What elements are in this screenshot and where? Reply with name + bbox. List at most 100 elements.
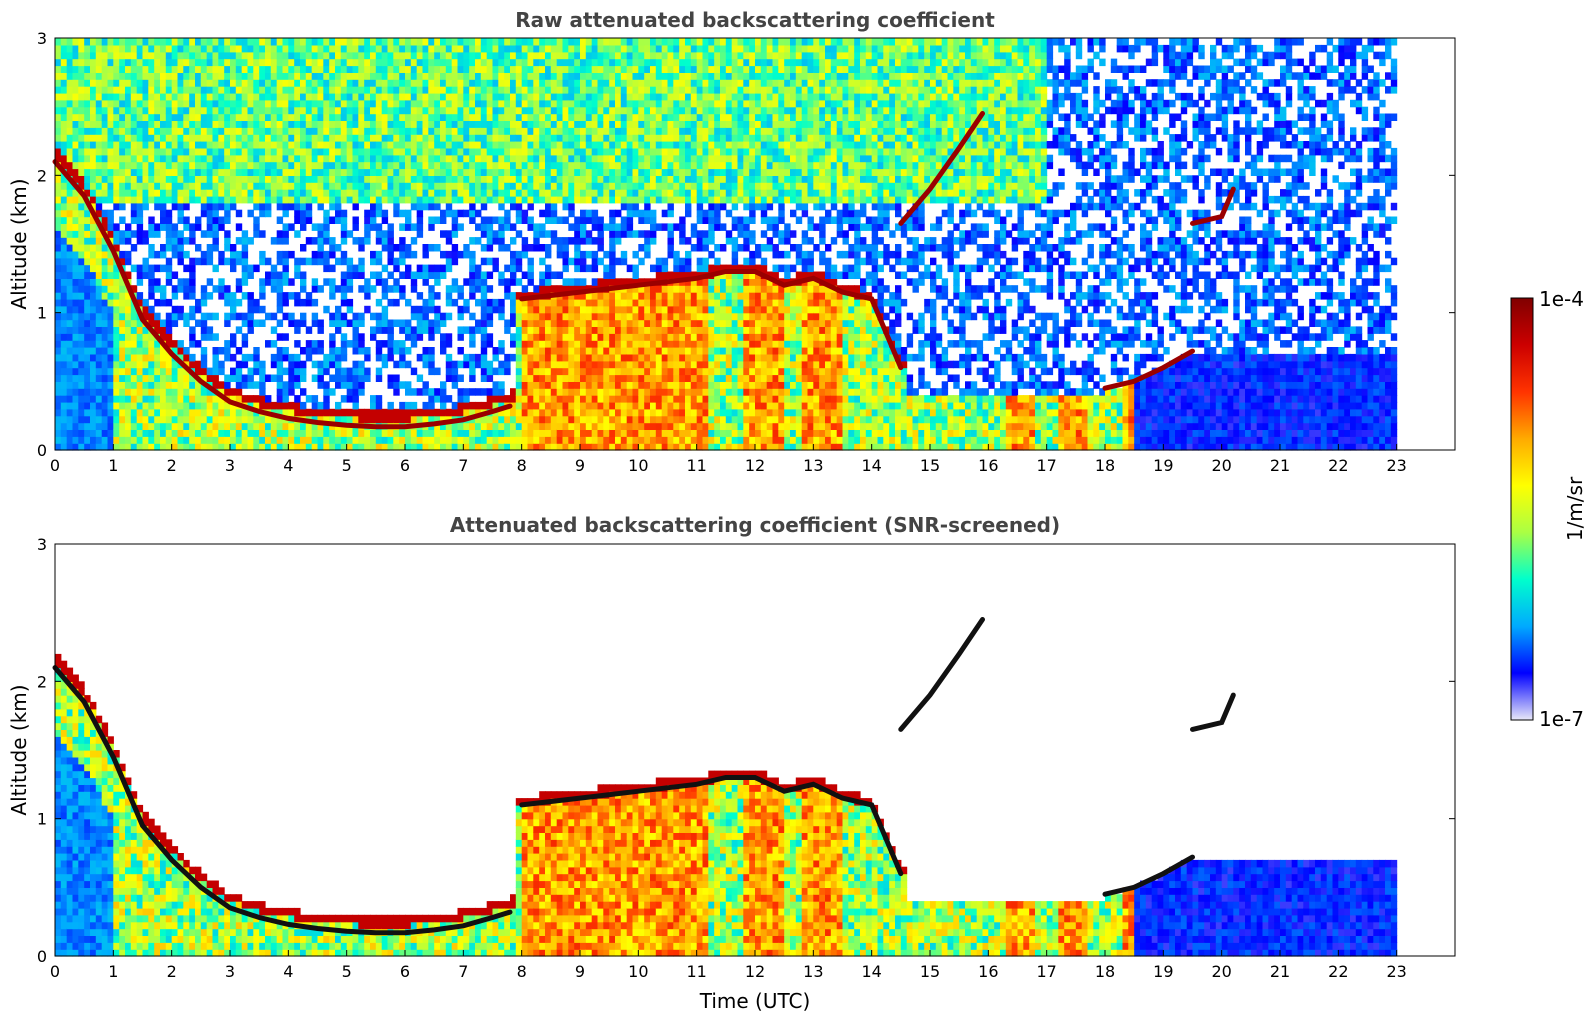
heatmap-cell [521,401,529,410]
heatmap-cell [445,134,453,142]
heatmap-cell [515,367,523,376]
heatmap-cell [235,161,243,170]
heatmap-cell [387,271,394,279]
heatmap-cell [475,79,482,87]
heatmap-cell [521,134,529,142]
heatmap-cell [480,436,488,444]
heatmap-cell [603,422,610,430]
heatmap-cell [375,134,383,142]
heatmap-cell [416,436,424,444]
heatmap-cell [422,51,429,60]
heatmap-cell [165,374,173,382]
heatmap-cell [317,79,324,87]
heatmap-cell [165,134,173,142]
heatmap-cell [574,367,581,376]
heatmap-cell [235,422,243,430]
heatmap-cell [603,292,610,300]
heatmap-cell [352,141,359,149]
heatmap-cell [428,127,435,135]
heatmap-cell [550,408,558,417]
heatmap-cell [171,86,179,94]
heatmap-cell [422,79,429,87]
heatmap-cell [410,237,418,245]
heatmap-cell [626,326,634,334]
heatmap-cell [294,168,301,176]
heatmap-cell [346,106,354,115]
heatmap-cell [165,127,173,135]
heatmap-cell [527,415,534,424]
heatmap-cell [405,223,412,231]
heatmap-cell [171,340,179,348]
heatmap-cell [270,340,278,348]
heatmap-cell [381,134,389,142]
heatmap-cell [364,415,371,424]
heatmap-cell [434,189,441,197]
heatmap-cell [206,106,214,115]
heatmap-cell [469,202,476,211]
heatmap-cell [247,134,254,142]
heatmap-cell [165,209,173,218]
heatmap-cell [148,340,155,348]
heatmap-cell [66,141,74,149]
heatmap-cell [422,319,429,327]
heatmap-cell [475,415,482,424]
heatmap-cell [125,360,132,369]
heatmap-cell [492,44,499,53]
heatmap-cell [585,120,593,128]
heatmap-cell [130,86,138,94]
heatmap-cell [603,395,610,403]
heatmap-cell [615,298,622,307]
heatmap-cell [148,168,155,176]
heatmap-cell [119,44,126,53]
heatmap-cell [445,230,453,238]
heatmap-cell [177,374,184,382]
heatmap-cell [591,106,599,115]
heatmap-cell [486,305,494,314]
heatmap-cell [603,141,610,149]
heatmap-cell [486,340,494,348]
heatmap-cell [206,278,214,286]
heatmap-cell [160,72,167,80]
heatmap-cell [568,367,575,376]
heatmap-cell [265,99,272,108]
heatmap-cell [615,51,622,60]
heatmap-cell [78,141,85,149]
heatmap-cell [78,305,85,314]
heatmap-cell [533,395,540,403]
heatmap-cell [580,305,587,314]
heatmap-cell [224,436,231,444]
heatmap-cell [107,319,114,327]
heatmap-cell [84,264,91,273]
heatmap-cell [498,347,505,355]
heatmap-cell [340,250,348,259]
heatmap-cell [440,127,447,135]
heatmap-cell [393,285,400,293]
heatmap-cell [445,209,453,218]
heatmap-cell [66,443,74,451]
heatmap-cell [498,99,505,108]
heatmap-cell [90,244,97,252]
heatmap-cell [539,285,546,293]
heatmap-cell [550,51,558,60]
heatmap-cell [206,141,214,149]
heatmap-cell [370,326,377,334]
heatmap-cell [480,72,488,80]
heatmap-cell [475,271,482,279]
heatmap-cell [440,264,447,273]
heatmap-cell [521,127,529,135]
heatmap-cell [253,120,260,128]
heatmap-cell [282,65,289,73]
heatmap-cell [515,161,523,170]
heatmap-cell [247,182,254,190]
heatmap-cell [247,86,254,94]
heatmap-cell [346,154,354,163]
heatmap-cell [492,99,499,108]
heatmap-cell [101,154,109,163]
heatmap-cell [416,58,424,67]
heatmap-cell [241,168,249,176]
heatmap-cell [504,168,511,176]
heatmap-cell [457,127,464,135]
heatmap-cell [562,182,569,190]
heatmap-cell [463,244,470,252]
heatmap-cell [323,388,330,396]
